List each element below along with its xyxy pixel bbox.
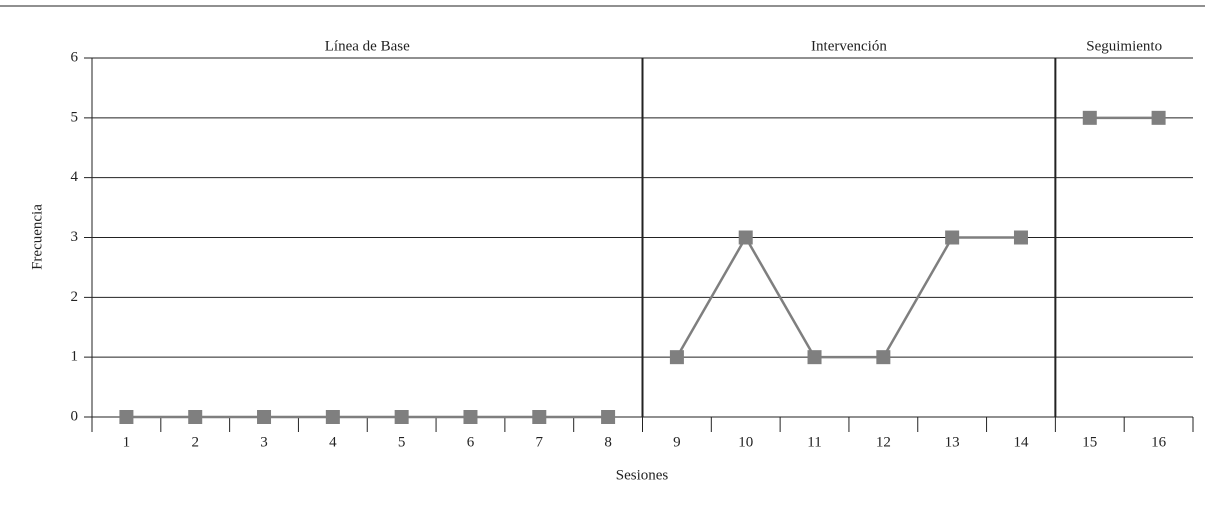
phase-label: Seguimiento — [1086, 38, 1162, 54]
data-point — [807, 350, 822, 365]
data-point — [1013, 230, 1028, 245]
phase-label: Intervención — [811, 38, 887, 54]
x-axis-label: Sesiones — [616, 467, 669, 483]
x-tick-label: 5 — [398, 434, 406, 450]
data-point — [394, 410, 409, 424]
data-point — [188, 410, 203, 424]
x-tick-label: 4 — [329, 434, 337, 450]
data-point — [1082, 110, 1097, 125]
x-tick-label: 6 — [467, 434, 475, 450]
phase-label: Línea de Base — [325, 38, 410, 54]
x-tick-label: 16 — [1151, 434, 1167, 450]
x-tick-label: 10 — [738, 434, 753, 450]
y-tick-label: 0 — [71, 408, 79, 424]
y-tick-label: 5 — [71, 109, 79, 125]
x-tick-label: 15 — [1082, 434, 1097, 450]
y-tick-label: 2 — [71, 289, 79, 305]
data-point — [669, 350, 684, 365]
x-tick-label: 13 — [945, 434, 960, 450]
x-tick-label: 2 — [191, 434, 199, 450]
y-tick-label: 6 — [71, 49, 79, 65]
x-tick-label: 1 — [123, 434, 131, 450]
x-tick-label: 12 — [876, 434, 891, 450]
data-point — [1151, 110, 1166, 125]
y-tick-label: 3 — [71, 229, 79, 245]
x-tick-label: 9 — [673, 434, 681, 450]
data-point — [532, 410, 547, 424]
x-tick-label: 3 — [260, 434, 268, 450]
data-point — [257, 410, 272, 424]
y-tick-label: 4 — [71, 169, 79, 185]
y-tick-label: 1 — [71, 349, 79, 365]
data-point — [876, 350, 891, 365]
data-point — [601, 410, 616, 424]
x-tick-label: 14 — [1013, 434, 1029, 450]
data-line — [675, 234, 1021, 359]
data-point — [119, 410, 134, 424]
data-point — [325, 410, 340, 424]
x-tick-label: 7 — [536, 434, 544, 450]
x-tick-label: 8 — [604, 434, 612, 450]
data-point — [463, 410, 478, 424]
y-axis-label: Frecuencia — [29, 204, 45, 270]
data-point — [738, 230, 753, 245]
data-point — [945, 230, 960, 245]
x-tick-label: 11 — [807, 434, 821, 450]
